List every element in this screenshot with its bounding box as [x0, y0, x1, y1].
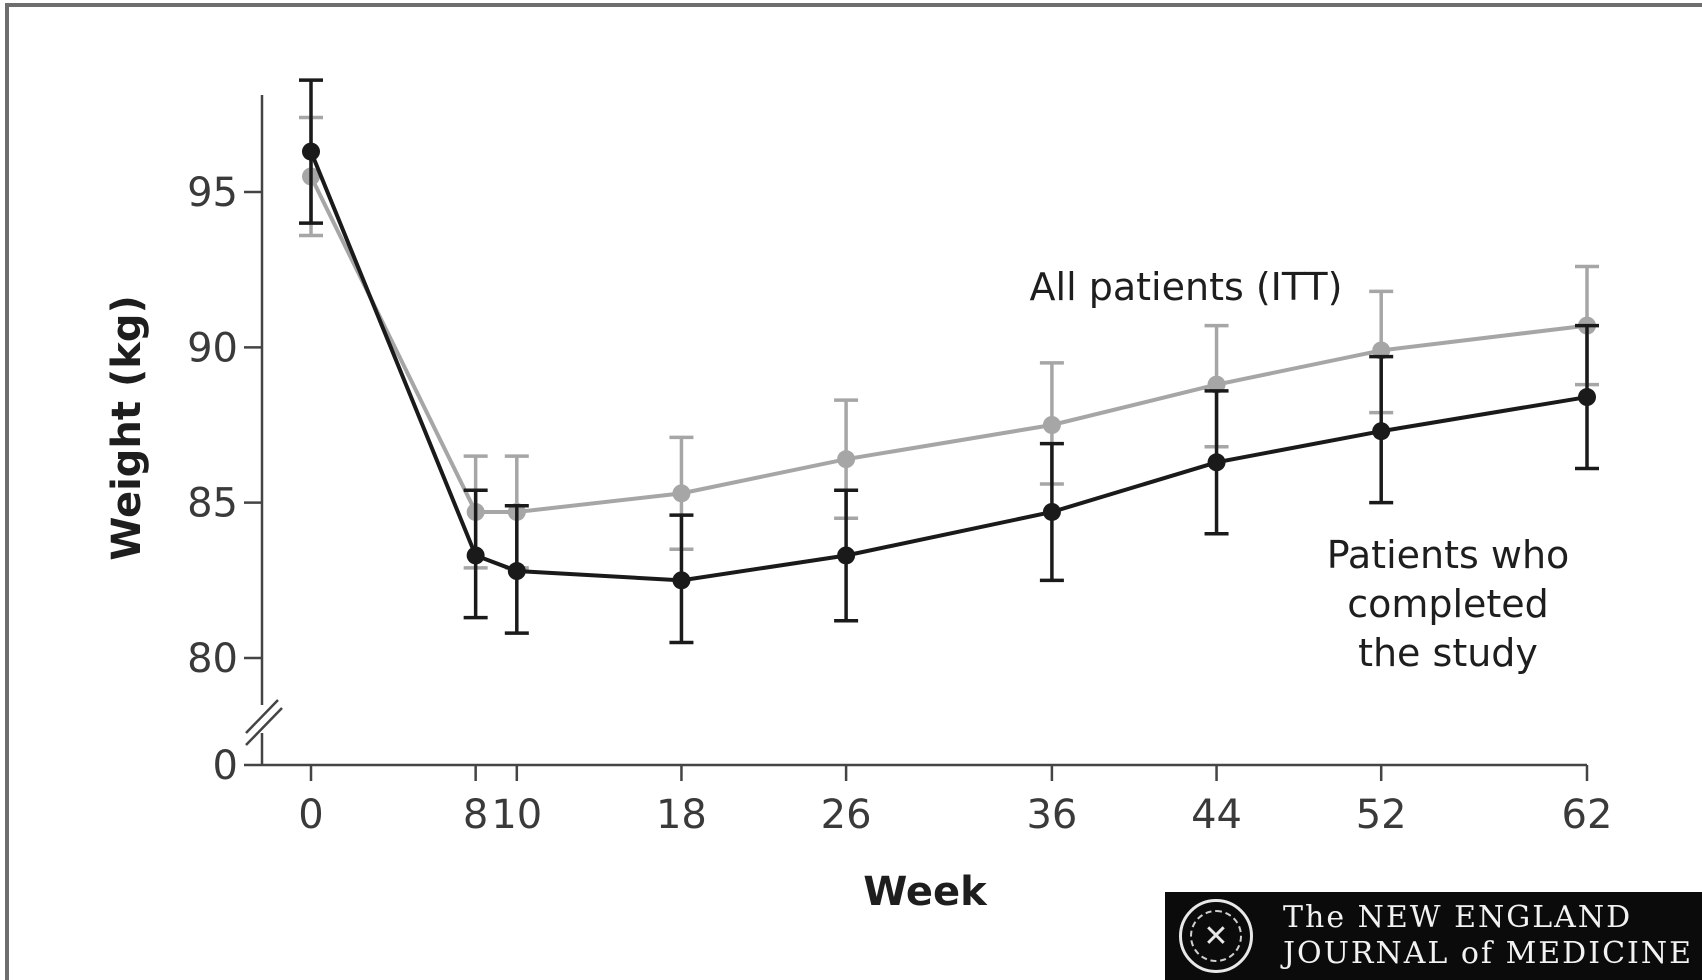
- series-line: [309, 175, 1588, 514]
- x-tick-label: 26: [821, 792, 872, 838]
- data-point: [302, 142, 320, 161]
- y-tick-label: 80: [187, 636, 238, 682]
- annotation-completers-line3: the study: [1358, 631, 1538, 675]
- data-point: [1042, 502, 1061, 521]
- annotation-all-patients: All patients (ITT): [1030, 265, 1343, 309]
- axis-break-mark: [245, 707, 283, 746]
- data-point: [837, 546, 856, 565]
- y-axis-title: Weight (kg): [104, 295, 150, 561]
- logo-line-1: The NEW ENGLAND: [1283, 900, 1633, 935]
- series-completers: [299, 78, 1599, 645]
- x-tick-label: 18: [656, 792, 707, 838]
- data-point: [672, 484, 691, 503]
- data-point: [1207, 453, 1226, 472]
- annotation-completers-line1: Patients who: [1327, 533, 1570, 577]
- logo-line-2: JOURNAL of MEDICINE: [1283, 936, 1694, 971]
- nejm-wordmark: The NEW ENGLAND JOURNAL of MEDICINE: [1283, 900, 1693, 972]
- y-tick-label: 95: [187, 170, 238, 216]
- nejm-seal-icon: [1179, 899, 1253, 973]
- annotation-completers-line2: completed: [1347, 582, 1549, 626]
- x-tick-label: 62: [1562, 792, 1613, 838]
- x-tick-label: 0: [298, 792, 323, 838]
- data-point: [466, 546, 485, 565]
- y-tick-label: 85: [187, 481, 238, 527]
- x-tick-label: 36: [1026, 792, 1077, 838]
- y-tick-label: 0: [213, 743, 238, 789]
- y-tick-label: 90: [187, 325, 238, 371]
- axes: 0 80 85 90 95 0 8 10 18 26 36 44 52 62: [187, 95, 1612, 838]
- nejm-logo: The NEW ENGLAND JOURNAL of MEDICINE: [1165, 892, 1702, 980]
- data-point: [1042, 416, 1061, 434]
- data-point: [1578, 388, 1596, 407]
- x-tick-label: 52: [1356, 792, 1407, 838]
- x-tick-label: 8: [463, 792, 488, 838]
- data-point: [1372, 422, 1391, 441]
- data-point: [672, 571, 691, 590]
- frame-border: [5, 3, 1702, 980]
- x-axis-title: Week: [863, 869, 988, 915]
- data-point: [507, 562, 526, 581]
- series-line: [309, 150, 1588, 583]
- series-all-patients: [299, 115, 1599, 570]
- axis-break-mark: [245, 699, 279, 734]
- series-layer: [299, 78, 1599, 645]
- x-tick-label: 44: [1191, 792, 1242, 838]
- x-tick-label: 10: [491, 792, 542, 838]
- data-point: [837, 450, 856, 469]
